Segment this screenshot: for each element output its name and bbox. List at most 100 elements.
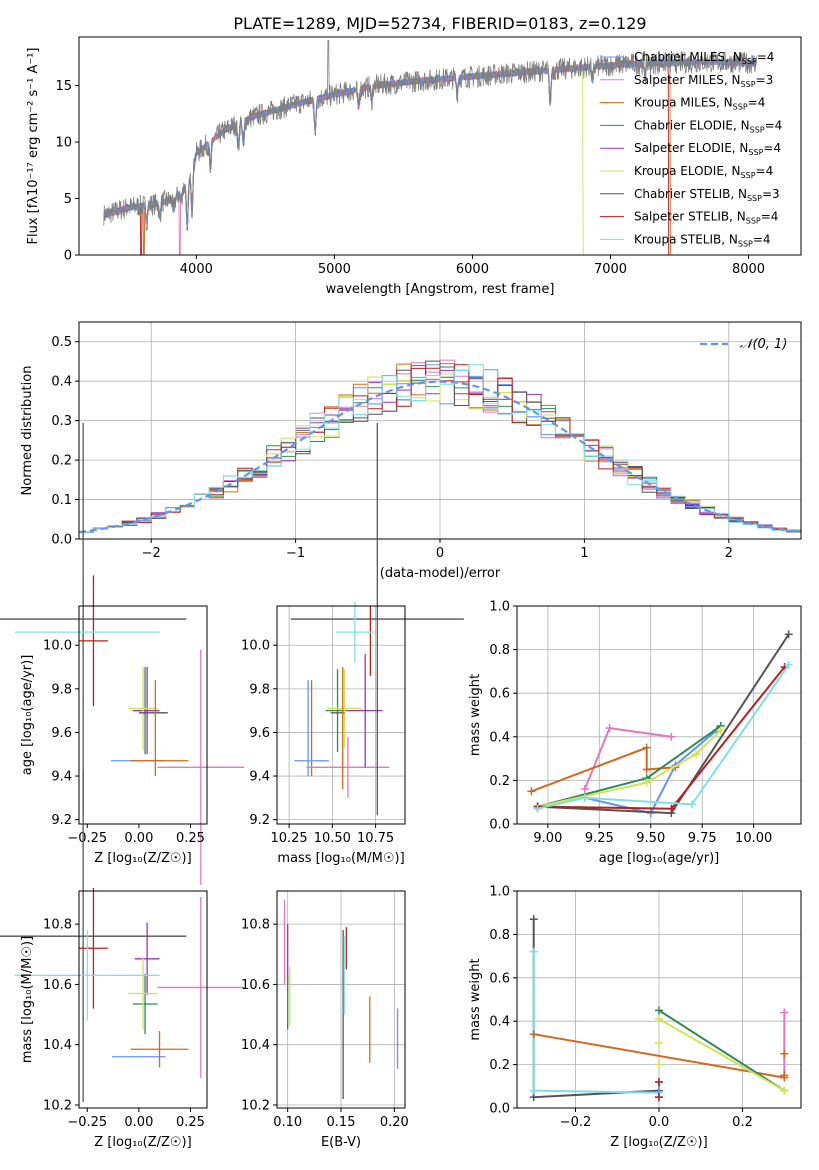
y-tick-label: 10.2 [43,1098,72,1113]
series-line [658,1009,785,1092]
y-tick-label: 10.0 [241,639,270,654]
legend-text: Chabrier STELIB, N [634,187,747,201]
y-tick-label: 0.2 [489,1058,510,1073]
legend-tail: =4 [753,232,771,246]
legend-text: Chabrier ELODIE, N [634,118,750,132]
x-tick-label: 0.20 [380,1115,409,1130]
series-line [532,951,660,1094]
y-axis-label: Normed distribution [20,366,35,496]
x-axis-label: mass [log₁₀(M/M☉)] [277,851,404,866]
x-tick-label: 0.0 [649,1115,670,1130]
legend-text: Kroupa ELODIE, N [634,164,741,178]
x-tick-label: 9.75 [688,831,717,846]
x-tick-label: 2 [725,546,733,561]
y-tick-label: 0.8 [489,643,510,658]
y-tick-label: 9.6 [51,726,72,741]
legend-text: Salpeter STELIB, N [634,210,746,224]
legend-entry: Salpeter ELODIE, NSSP=4 [634,141,781,157]
x-tick-label: 0.00 [124,831,153,846]
legend-entry: Kroupa STELIB, NSSP=4 [634,232,771,248]
histogram-step [79,363,801,533]
x-tick-label: 0.25 [176,831,205,846]
y-axis-label: mass weight [468,958,483,1040]
legend-entry: Kroupa ELODIE, NSSP=4 [634,164,773,180]
legend-text: Chabrier MILES, N [634,50,742,64]
y-tick-label: 9.4 [51,770,72,785]
series-line [583,727,672,790]
y-tick-label: 0.4 [51,375,72,390]
y-tick-label: 0.2 [51,454,72,469]
x-axis-label: Z [log₁₀(Z/Z☉)] [94,851,191,866]
legend-sub: SSP [733,103,748,112]
y-axis-label: Flux [fλ10⁻¹⁷ erg cm⁻² s⁻¹ A⁻¹] [26,48,41,245]
spectrum-panel: 4000 5000 6000 7000 8000 0 5 10 15 wavelength [An… [26,36,802,297]
x-tick-label: −0.25 [67,1115,107,1130]
x-axis-label: E(B-V) [321,1135,361,1150]
x-tick-label: 6000 [456,262,489,277]
observed-spectrum [103,40,757,231]
x-tick-label: 1 [580,546,588,561]
x-tick-label: 9.25 [585,831,614,846]
y-tick-label: 0.0 [489,818,510,833]
y-tick-label: 9.8 [249,682,270,697]
y-tick-label: 0.6 [489,687,510,702]
axes-frame [78,36,802,256]
legend-entry: Kroupa MILES, NSSP=4 [634,96,765,112]
mass-vs-EBV-panel: 0.10 0.15 0.20 10.2 10.4 10.6 10.8 E(B-V) [241,890,409,1150]
series-line [531,746,676,793]
legend-sub: SSP [742,57,757,66]
x-tick-label: 0.2 [732,1115,753,1130]
legend-entry: Salpeter MILES, NSSP=3 [634,73,773,89]
y-tick-label: 0.2 [489,774,510,789]
y-tick-label: 10 [55,136,72,151]
y-tick-label: 0.8 [489,928,510,943]
x-tick-label: −1 [286,546,305,561]
legend-sub: SSP [746,217,761,226]
y-tick-label: 10.0 [43,639,72,654]
x-axis-label: age [log₁₀(age/yr)] [599,851,720,866]
y-tick-label: 10.4 [43,1038,72,1053]
massweight-vs-Z-panel: −0.2 0.0 0.2 0.0 0.2 0.4 0.6 0.8 1.0 Z [log₁₀(Z/Z… [468,885,802,1150]
legend-tail: =4 [763,141,781,155]
y-axis-label: age [log₁₀(age/yr)] [20,655,35,776]
spectrum-lines [103,40,757,255]
legend-entry: Salpeter STELIB, NSSP=4 [634,210,778,226]
x-tick-label: 10.50 [314,831,351,846]
legend-entry: 𝒩(0, 1) [740,337,787,352]
age-vs-mass-panel: 10.25 10.50 10.75 9.2 9.4 9.6 9.8 10.0 mass [log… [241,422,464,866]
y-tick-label: 9.2 [249,813,270,828]
y-tick-label: 0.3 [51,414,72,429]
normal-curve [79,380,801,534]
y-tick-label: 5 [64,192,72,207]
y-tick-label: 0.4 [489,1015,510,1030]
y-tick-label: 10.8 [241,918,270,933]
y-axis-label: mass weight [468,674,483,756]
y-tick-label: 9.4 [249,770,270,785]
y-tick-label: 10.2 [241,1098,270,1113]
legend-text: Salpeter ELODIE, N [634,141,748,155]
y-tick-label: 0.5 [51,335,72,350]
y-tick-label: 0.6 [489,971,510,986]
x-axis-label: Z [log₁₀(Z/Z☉)] [610,1135,707,1150]
histograms [79,359,801,534]
legend-tail: =4 [748,96,766,110]
x-tick-label: 10.75 [357,831,394,846]
axes-frame [516,605,802,825]
massweight-vs-age-panel: 9.00 9.25 9.50 9.75 10.00 0.0 0.2 0.4 0.6 0.8 1.0 a… [468,600,802,866]
x-tick-label: −0.2 [560,1115,592,1130]
legend-entry: Chabrier STELIB, NSSP=3 [634,187,780,203]
y-tick-label: 0.4 [489,730,510,745]
x-tick-label: 9.50 [636,831,665,846]
x-tick-label: 5000 [318,262,351,277]
legend-sub: SSP [750,125,765,134]
x-tick-label: 10.25 [270,831,307,846]
x-tick-label: −0.25 [67,831,107,846]
legend-sub: SSP [747,194,762,203]
series-line [537,633,790,815]
residuals-panel: −2 −1 0 1 2 0.0 0.1 0.2 0.3 0.4 0.5 (data-model)/er… [20,321,802,581]
legend-tail: =4 [756,164,774,178]
mass-vs-Z-panel: −0.25 0.00 0.25 10.2 10.4 10.6 10.8 Z [log₁₀(Z/… [0,770,245,1150]
y-tick-label: 10.6 [43,978,72,993]
legend-text: Kroupa STELIB, N [634,232,738,246]
